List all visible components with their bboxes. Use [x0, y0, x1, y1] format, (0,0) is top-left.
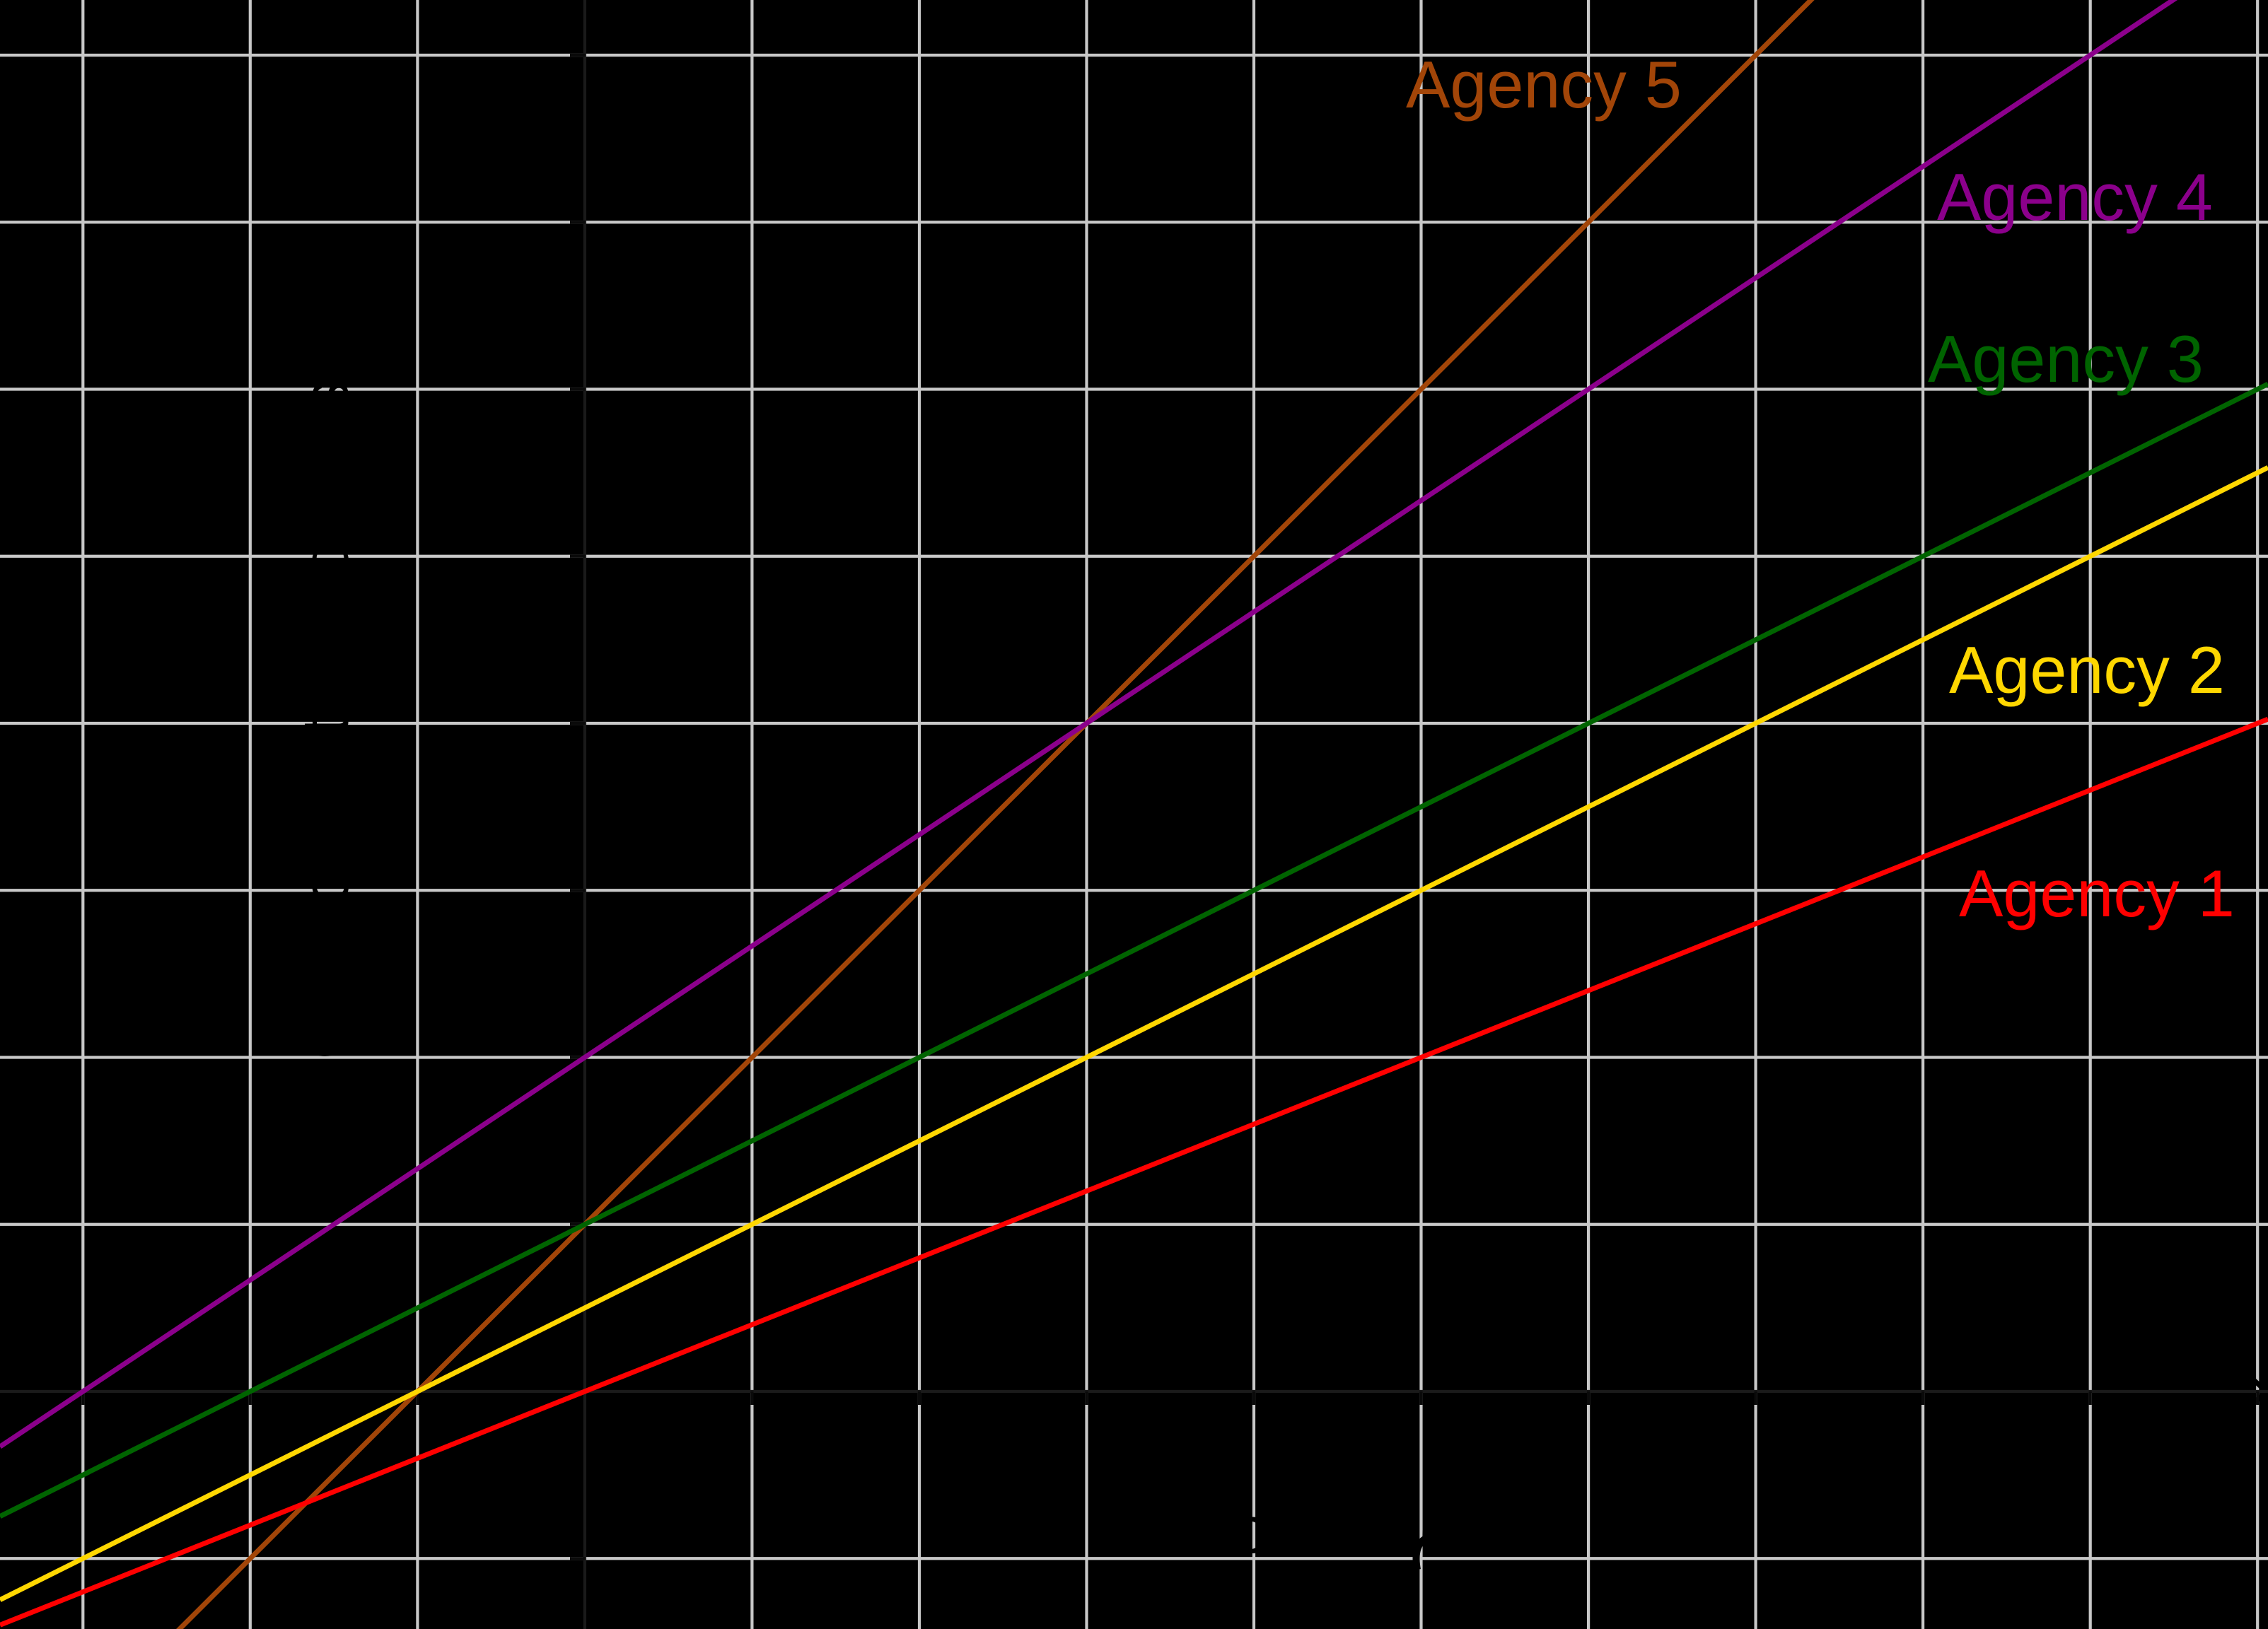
- svg-text:Cost of rental in dollars: Cost of rental in dollars: [288, 380, 362, 1059]
- svg-text:Agency 2: Agency 2: [1949, 633, 2225, 707]
- svg-text:Number of dates: Number of dates: [1091, 1493, 1583, 1567]
- svg-text:Agency 5: Agency 5: [1406, 47, 1682, 122]
- svg-text:Agency 1: Agency 1: [1959, 856, 2235, 930]
- svg-text:Agency 4: Agency 4: [1937, 160, 2213, 234]
- svg-text:Agency 3: Agency 3: [1928, 322, 2204, 396]
